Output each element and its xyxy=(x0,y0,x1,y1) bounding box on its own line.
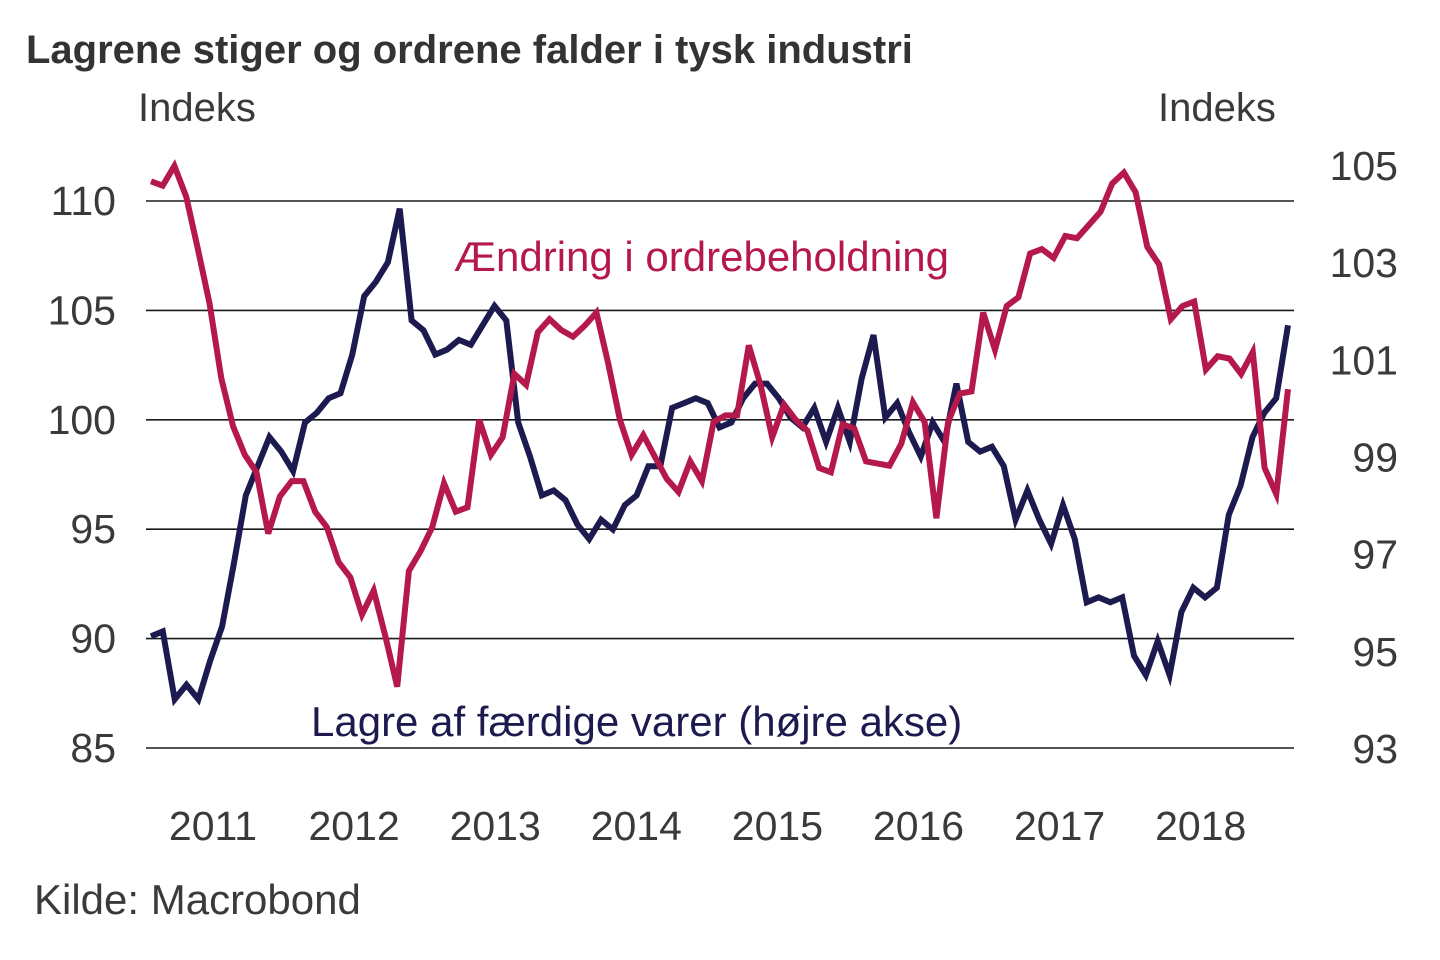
right-axis-ticks: 105 103 101 99 97 95 93 xyxy=(1330,143,1398,772)
series-line-orders xyxy=(149,159,1291,688)
left-tick-label: 90 xyxy=(70,616,116,662)
right-axis-label: Indeks xyxy=(1158,86,1276,130)
right-tick-label: 99 xyxy=(1352,435,1398,481)
chart-title: Lagrene stiger og ordrene falder i tysk … xyxy=(26,28,913,72)
x-tick-label: 2016 xyxy=(873,803,964,849)
left-tick-label: 100 xyxy=(48,397,116,443)
gridlines xyxy=(146,200,1294,749)
left-axis-ticks: 110 105 100 95 90 85 xyxy=(48,178,116,771)
left-axis-label: Indeks xyxy=(138,86,256,130)
right-tick-label: 93 xyxy=(1352,726,1398,772)
x-axis-ticks: 2011 2012 2013 2014 2015 2016 2017 2018 xyxy=(169,803,1246,849)
right-tick-label: 97 xyxy=(1352,532,1398,578)
right-tick-label: 101 xyxy=(1330,337,1398,383)
left-tick-label: 105 xyxy=(48,287,116,333)
left-tick-label: 95 xyxy=(70,506,116,552)
series-annotation-orders: Ændring i ordrebeholdning xyxy=(454,233,949,280)
x-tick-label: 2013 xyxy=(450,803,541,849)
x-tick-label: 2011 xyxy=(169,803,257,849)
left-tick-label: 110 xyxy=(51,178,116,224)
x-tick-label: 2014 xyxy=(591,803,682,849)
series-annotation-inventory: Lagre af færdige varer (højre akse) xyxy=(311,698,962,745)
x-tick-label: 2012 xyxy=(308,803,399,849)
series-line-inventory xyxy=(149,208,1291,707)
left-tick-label: 85 xyxy=(70,725,116,771)
right-tick-label: 105 xyxy=(1330,143,1398,189)
x-tick-label: 2015 xyxy=(732,803,823,849)
right-tick-label: 95 xyxy=(1352,629,1398,675)
x-tick-label: 2018 xyxy=(1155,803,1246,849)
source-note: Kilde: Macrobond xyxy=(34,876,361,923)
x-tick-label: 2017 xyxy=(1014,803,1105,849)
right-tick-label: 103 xyxy=(1330,240,1398,286)
